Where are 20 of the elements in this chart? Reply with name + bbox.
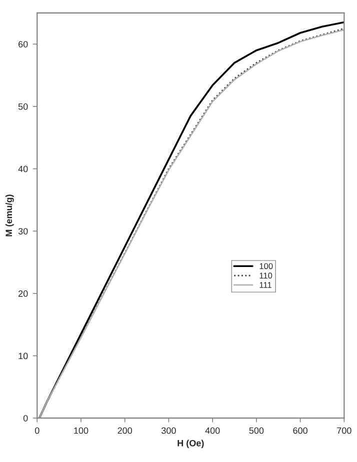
y-tick-label: 60 <box>18 41 28 48</box>
legend-label: 100 <box>260 263 273 270</box>
y-tick-label: 0 <box>23 415 28 422</box>
legend-label: 110 <box>260 272 272 279</box>
y-tick-label: 10 <box>18 352 28 360</box>
x-tick-label: 400 <box>205 427 220 434</box>
y-tick-label: 50 <box>18 103 28 110</box>
y-tick-label: 20 <box>18 290 28 297</box>
x-tick-label: 300 <box>162 427 176 434</box>
x-tick-label: 200 <box>118 427 132 434</box>
x-tick-label: 100 <box>74 427 88 434</box>
x-tick-label: 500 <box>249 427 264 434</box>
x-tick-label: 0 <box>34 427 40 434</box>
x-tick-label: 700 <box>337 427 352 434</box>
legend-label: 111 <box>260 282 272 288</box>
y-tick-label: 30 <box>18 228 28 234</box>
y-tick-label: 40 <box>18 166 28 172</box>
x-tick-label: 600 <box>293 427 308 434</box>
y-axis-title: M (emu/g) <box>5 194 14 236</box>
x-axis-title: H (Oe) <box>178 440 204 448</box>
